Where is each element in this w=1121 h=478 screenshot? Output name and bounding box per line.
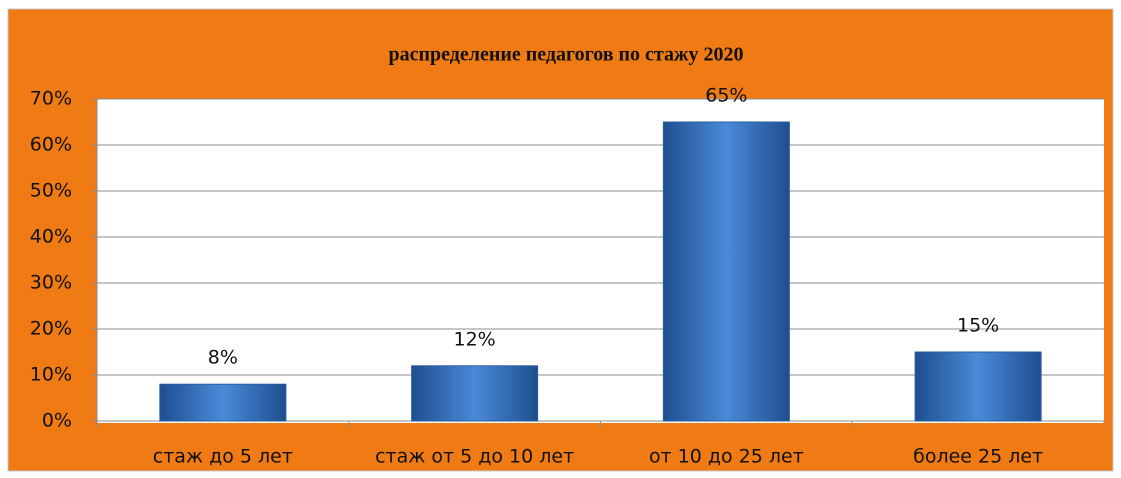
y-tick-label: 30% [30,272,72,294]
bar [914,351,1042,422]
x-tick-label: более 25 лет [913,446,1043,468]
y-tick-label: 20% [30,318,72,340]
y-tick-label: 10% [30,364,72,386]
bar [411,365,539,422]
x-tick-label: стаж до 5 лет [153,446,293,468]
y-tick-label: 40% [30,226,72,248]
y-tick-label: 70% [30,88,72,110]
data-label: 65% [705,85,747,107]
x-tick-label: стаж от 5 до 10 лет [375,446,574,468]
bar [662,121,790,422]
data-label: 12% [454,328,496,350]
y-tick-label: 50% [30,180,72,202]
data-label: 15% [957,315,999,337]
y-tick-label: 60% [30,134,72,156]
y-tick-label: 0% [42,410,72,432]
x-tick-label: от 10 до 25 лет [649,446,804,468]
chart-title: распределение педагогов по стажу 2020 [389,44,744,66]
data-label: 8% [208,347,238,369]
bar [159,383,287,422]
